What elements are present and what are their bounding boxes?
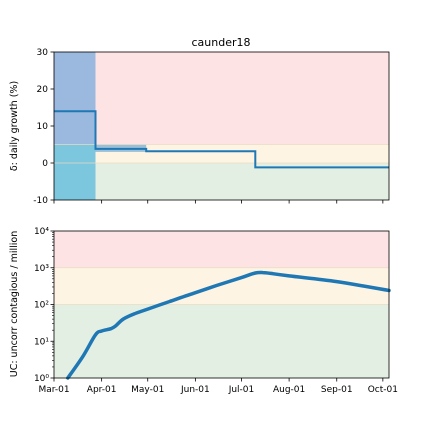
x-tick-label: May-01 [131, 385, 164, 395]
zone-green [54, 163, 389, 200]
growth-series-line [54, 110, 389, 169]
zone-yellow [54, 267, 389, 305]
x-tick-label: Apr-01 [87, 385, 117, 395]
zone-green [54, 304, 389, 378]
x-tick-label: Mar-01 [38, 385, 69, 395]
x-tick-label: Oct-01 [368, 385, 398, 395]
y-axis-label-contagious: UC: uncorr contagious / million [9, 231, 20, 378]
growth-rate-panel: -10 0 10 20 30 [33, 48, 390, 206]
x-tick-label: Aug-01 [273, 385, 305, 395]
y-tick-label: 10¹ [34, 337, 49, 347]
x-tick-label: Jun-01 [180, 385, 210, 395]
y-tick-label: 30 [37, 48, 49, 58]
y-tick-label: 0 [42, 159, 48, 169]
y-tick-label: 20 [37, 85, 49, 95]
y-axis-label-growth: δ: daily growth (%) [9, 81, 20, 171]
contagious-panel: 10⁰ 10¹ 10² 10³ 10⁴ Mar-01 Apr-01 May-01 Jun-01 J… [34, 227, 398, 395]
chart-title: caunder18 [191, 36, 250, 49]
contagious-series-line [66, 270, 391, 380]
zone-red [54, 52, 389, 145]
x-tick-label: Jul-01 [228, 385, 255, 395]
early-period-shade [54, 144, 96, 200]
y-tick-label: 10³ [34, 264, 49, 274]
y-tick-label: 10⁴ [34, 227, 49, 237]
x-tick-label: Sep-01 [321, 385, 353, 395]
y-tick-label: 10 [37, 122, 49, 132]
early-period-shade [54, 52, 96, 145]
y-tick-label: 10⁰ [34, 374, 49, 384]
y-tick-label: -10 [33, 196, 48, 206]
zone-red [54, 231, 389, 268]
y-tick-label: 10² [34, 301, 49, 311]
